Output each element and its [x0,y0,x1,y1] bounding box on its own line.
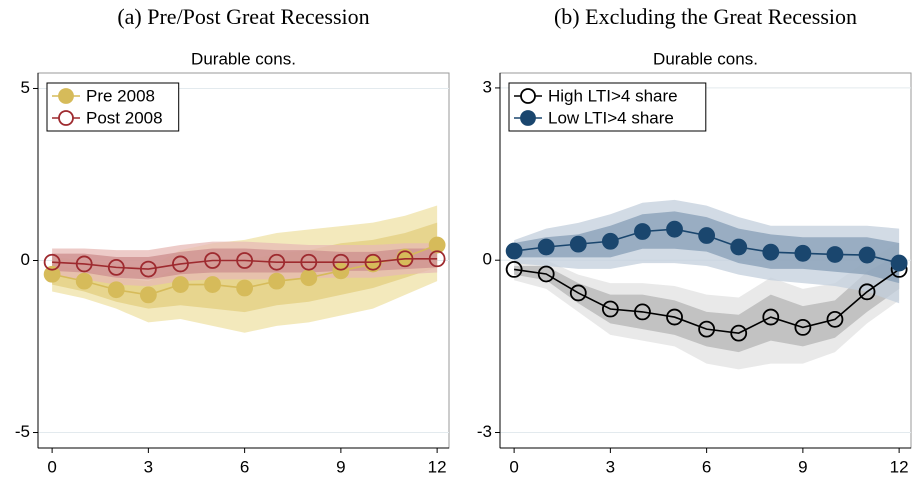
point [634,303,651,321]
point [569,235,587,253]
point [826,310,844,328]
point [268,253,286,271]
panel-caption: (b) Excluding the Great Recession [554,4,857,29]
x-tick-label: 3 [606,457,615,476]
point [75,272,93,290]
point [698,227,716,244]
y-tick-label: 3 [483,77,492,96]
point [794,244,812,262]
point [139,260,157,278]
point [268,272,286,290]
point [730,324,748,342]
point [826,246,844,263]
point [332,253,350,271]
legend-marker [58,110,74,126]
point [762,308,780,326]
series-line [52,257,438,270]
point [332,262,350,280]
point [890,254,908,272]
point [505,242,523,260]
legend-label: Low LTI>4 share [548,108,674,127]
confidence-band [514,211,900,284]
point [300,269,318,287]
x-tick-label: 6 [240,457,249,476]
point [139,286,157,304]
panel-caption: (a) Pre/Post Great Recession [117,4,369,29]
y-tick-label: -5 [15,422,30,441]
y-tick-label: 0 [483,250,492,269]
point [730,238,748,256]
point [43,265,61,283]
point [396,250,414,268]
point [634,223,651,240]
point [666,220,683,238]
point [204,276,221,293]
point [300,253,318,271]
x-tick-label: 12 [428,457,447,476]
point [505,261,523,278]
point [698,320,716,338]
point [236,279,254,297]
y-tick-label: 0 [21,250,30,269]
legend-label: Post 2008 [86,108,163,127]
point [364,253,382,271]
x-tick-label: 0 [47,457,56,476]
chart-title: Durable cons. [653,49,758,68]
point [858,246,876,264]
point [762,243,780,261]
point [428,250,446,268]
x-tick-label: 0 [509,457,518,476]
point [428,236,446,254]
legend-label: High LTI>4 share [548,86,678,105]
point [43,253,61,271]
legend-marker [58,88,74,104]
x-tick-label: 3 [144,457,153,476]
point [172,276,189,293]
confidence-band [52,248,438,280]
point [107,281,125,299]
x-tick-label: 9 [798,457,807,476]
point [537,265,555,283]
point [204,252,221,269]
point [794,319,812,336]
point [569,284,587,302]
point [236,252,254,269]
x-tick-label: 9 [336,457,345,476]
point [107,258,125,276]
point [537,238,555,256]
y-tick-label: -3 [477,422,492,441]
point [666,308,683,326]
y-tick-label: 5 [21,78,30,97]
legend-marker [520,88,536,104]
point [172,255,189,273]
legend-marker [520,110,536,126]
point [601,232,619,250]
legend-label: Pre 2008 [86,86,155,105]
point [858,283,876,301]
point [75,255,93,273]
point [601,300,619,318]
x-tick-label: 6 [702,457,711,476]
chart-title: Durable cons. [191,49,296,68]
legend-box [508,82,707,132]
series-line [514,268,900,334]
x-tick-label: 12 [890,457,909,476]
